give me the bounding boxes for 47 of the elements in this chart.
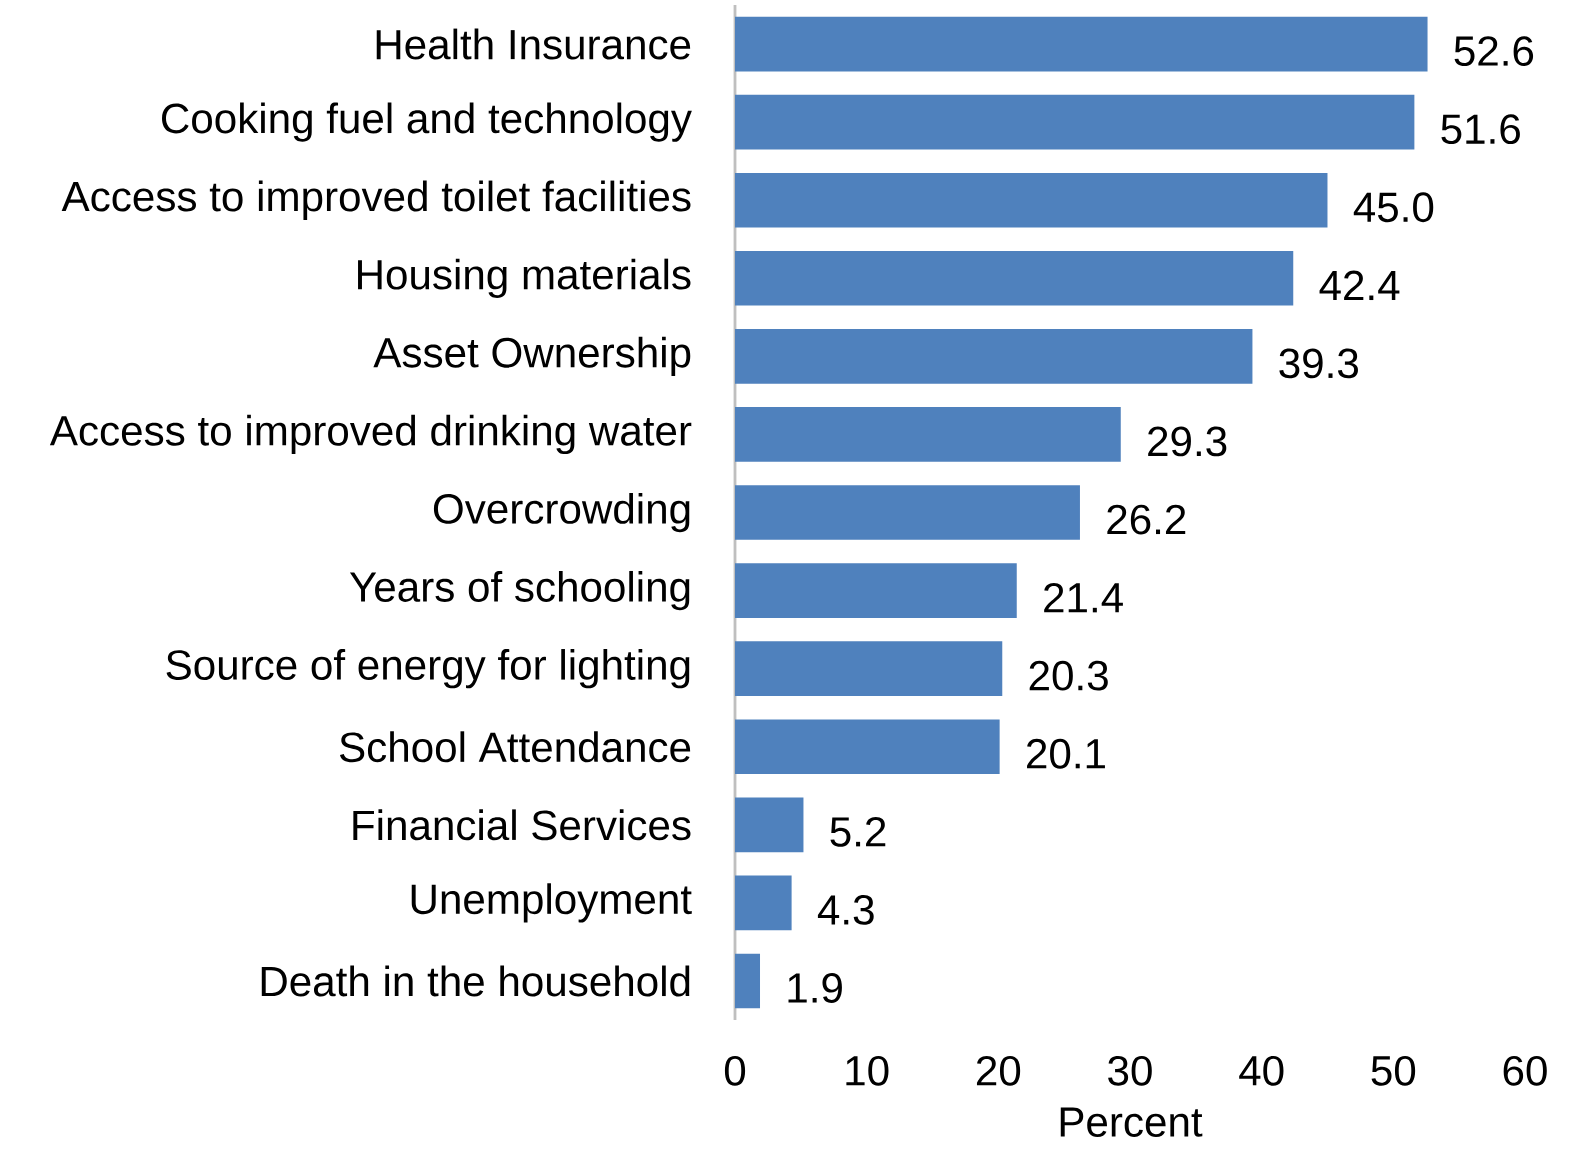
bar xyxy=(735,719,1000,775)
y-tick-label: Asset Ownership xyxy=(373,336,691,377)
y-tick-label: Health Insurance xyxy=(376,28,691,60)
y-tick-label: School Attendance xyxy=(339,731,691,763)
bar xyxy=(735,563,1017,618)
data-label: 21.4 xyxy=(1044,582,1123,613)
x-tick-label: 20 xyxy=(976,1055,1021,1086)
y-tick-label: Cooking fuel and technology xyxy=(162,102,692,142)
bar xyxy=(735,797,804,853)
x-tick-label: 60 xyxy=(1503,1055,1547,1086)
data-label: 39.3 xyxy=(1279,348,1358,379)
bar xyxy=(735,953,761,1009)
y-tick-label: Years of schooling xyxy=(349,570,690,611)
x-tick-label: 30 xyxy=(1108,1055,1152,1086)
bar xyxy=(735,641,1003,696)
data-label: 42.4 xyxy=(1319,270,1400,301)
bar xyxy=(735,16,1428,72)
data-label: 5.2 xyxy=(830,816,886,847)
x-tick-label: 0 xyxy=(724,1055,746,1086)
data-label: 4.3 xyxy=(817,895,874,925)
bar xyxy=(735,94,1415,150)
data-label: 20.3 xyxy=(1029,660,1108,691)
x-tick-label: 40 xyxy=(1239,1055,1284,1086)
bar xyxy=(735,250,1294,306)
x-axis-title: Percent xyxy=(1060,1107,1203,1137)
y-tick-label: Source of energy for lighting xyxy=(166,649,690,689)
data-label: 26.2 xyxy=(1107,504,1186,535)
data-label: 1.9 xyxy=(788,973,842,1003)
bar xyxy=(735,407,1121,462)
data-label: 45.0 xyxy=(1353,192,1434,223)
data-label: 20.1 xyxy=(1027,738,1105,769)
y-tick-label: Death in the household xyxy=(261,965,690,997)
data-label: 51.6 xyxy=(1441,114,1520,145)
data-label: 29.3 xyxy=(1148,426,1227,457)
y-tick-label: Overcrowding xyxy=(433,492,690,533)
y-tick-label: Unemployment xyxy=(411,883,692,923)
data-label: 52.6 xyxy=(1454,36,1534,66)
x-tick-label: 50 xyxy=(1371,1055,1416,1086)
bar xyxy=(735,329,1253,384)
y-tick-label: Access to improved drinking water xyxy=(49,414,692,455)
bar xyxy=(735,172,1328,228)
x-tick-label: 10 xyxy=(846,1055,889,1086)
bar xyxy=(735,485,1080,540)
y-tick-label: Access to improved toilet facilities xyxy=(61,180,691,220)
y-tick-label: Housing materials xyxy=(358,258,691,298)
bar xyxy=(735,875,792,931)
y-tick-label: Financial Services xyxy=(353,809,691,841)
